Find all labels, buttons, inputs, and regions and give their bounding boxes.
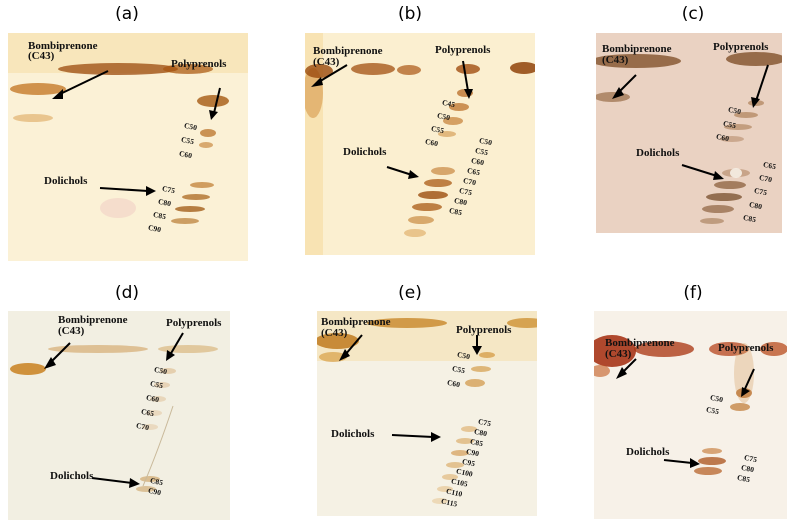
- c43-label: (C43): [313, 56, 340, 68]
- dolichols-label: Dolichols: [343, 146, 387, 158]
- c43-label: (C43): [602, 54, 629, 66]
- bombiprenone-label: Bombiprenone: [605, 337, 675, 349]
- dolichols-label: Dolichols: [50, 470, 94, 482]
- panel-letter-a: (a): [115, 4, 139, 24]
- c43-label: (C43): [321, 327, 348, 339]
- dolichols-label: Dolichols: [331, 428, 375, 440]
- polyprenols-label: Polyprenols: [166, 317, 222, 329]
- tlc-plate-e-image: [317, 311, 537, 516]
- panel-letter-f: (f): [683, 283, 703, 303]
- bombiprenone-label: Bombiprenone: [58, 314, 128, 326]
- bombiprenone-label: Bombiprenone: [28, 40, 98, 52]
- dolichols-label: Dolichols: [636, 147, 680, 159]
- polyprenols-label: Polyprenols: [713, 41, 769, 53]
- tlc-plate-d: Bombiprenone (C43) Polyprenols Dolichols…: [8, 311, 230, 520]
- tlc-plate-f-image: [594, 311, 787, 519]
- tlc-plate-c-image: [596, 33, 782, 233]
- dolichols-label: Dolichols: [44, 175, 88, 187]
- tlc-plate-b-image: [305, 33, 535, 255]
- tlc-plate-f: Bombiprenone (C43) Polyprenols Dolichols…: [594, 311, 787, 519]
- panel-letter-b: (b): [397, 4, 423, 24]
- bombiprenone-label: Bombiprenone: [602, 43, 672, 55]
- polyprenols-label: Polyprenols: [171, 58, 227, 70]
- panel-letter-e: (e): [398, 283, 422, 303]
- tlc-plate-a-image: [8, 33, 248, 261]
- c43-label: (C43): [605, 348, 632, 360]
- c43-label: (C43): [28, 50, 55, 62]
- bombiprenone-label: Bombiprenone: [313, 45, 383, 57]
- c43-label: (C43): [58, 325, 85, 337]
- bombiprenone-label: Bombiprenone: [321, 316, 391, 328]
- polyprenols-label: Polyprenols: [435, 44, 491, 56]
- tlc-plate-b: Bombiprenone (C43) Polyprenols Dolichols…: [305, 33, 535, 255]
- tlc-plate-a: Bombiprenone (C43) Polyprenols Dolichols…: [8, 33, 248, 261]
- tlc-plate-e: Bombiprenone (C43) Polyprenols Dolichols…: [317, 311, 537, 516]
- polyprenols-label: Polyprenols: [456, 324, 512, 336]
- tlc-plate-c: Bombiprenone (C43) Polyprenols Dolichols…: [596, 33, 782, 233]
- panel-letter-d: (d): [114, 283, 140, 303]
- tlc-plate-d-image: [8, 311, 230, 520]
- polyprenols-label: Polyprenols: [718, 342, 774, 354]
- panel-letter-c: (c): [681, 4, 705, 24]
- dolichols-label: Dolichols: [626, 446, 670, 458]
